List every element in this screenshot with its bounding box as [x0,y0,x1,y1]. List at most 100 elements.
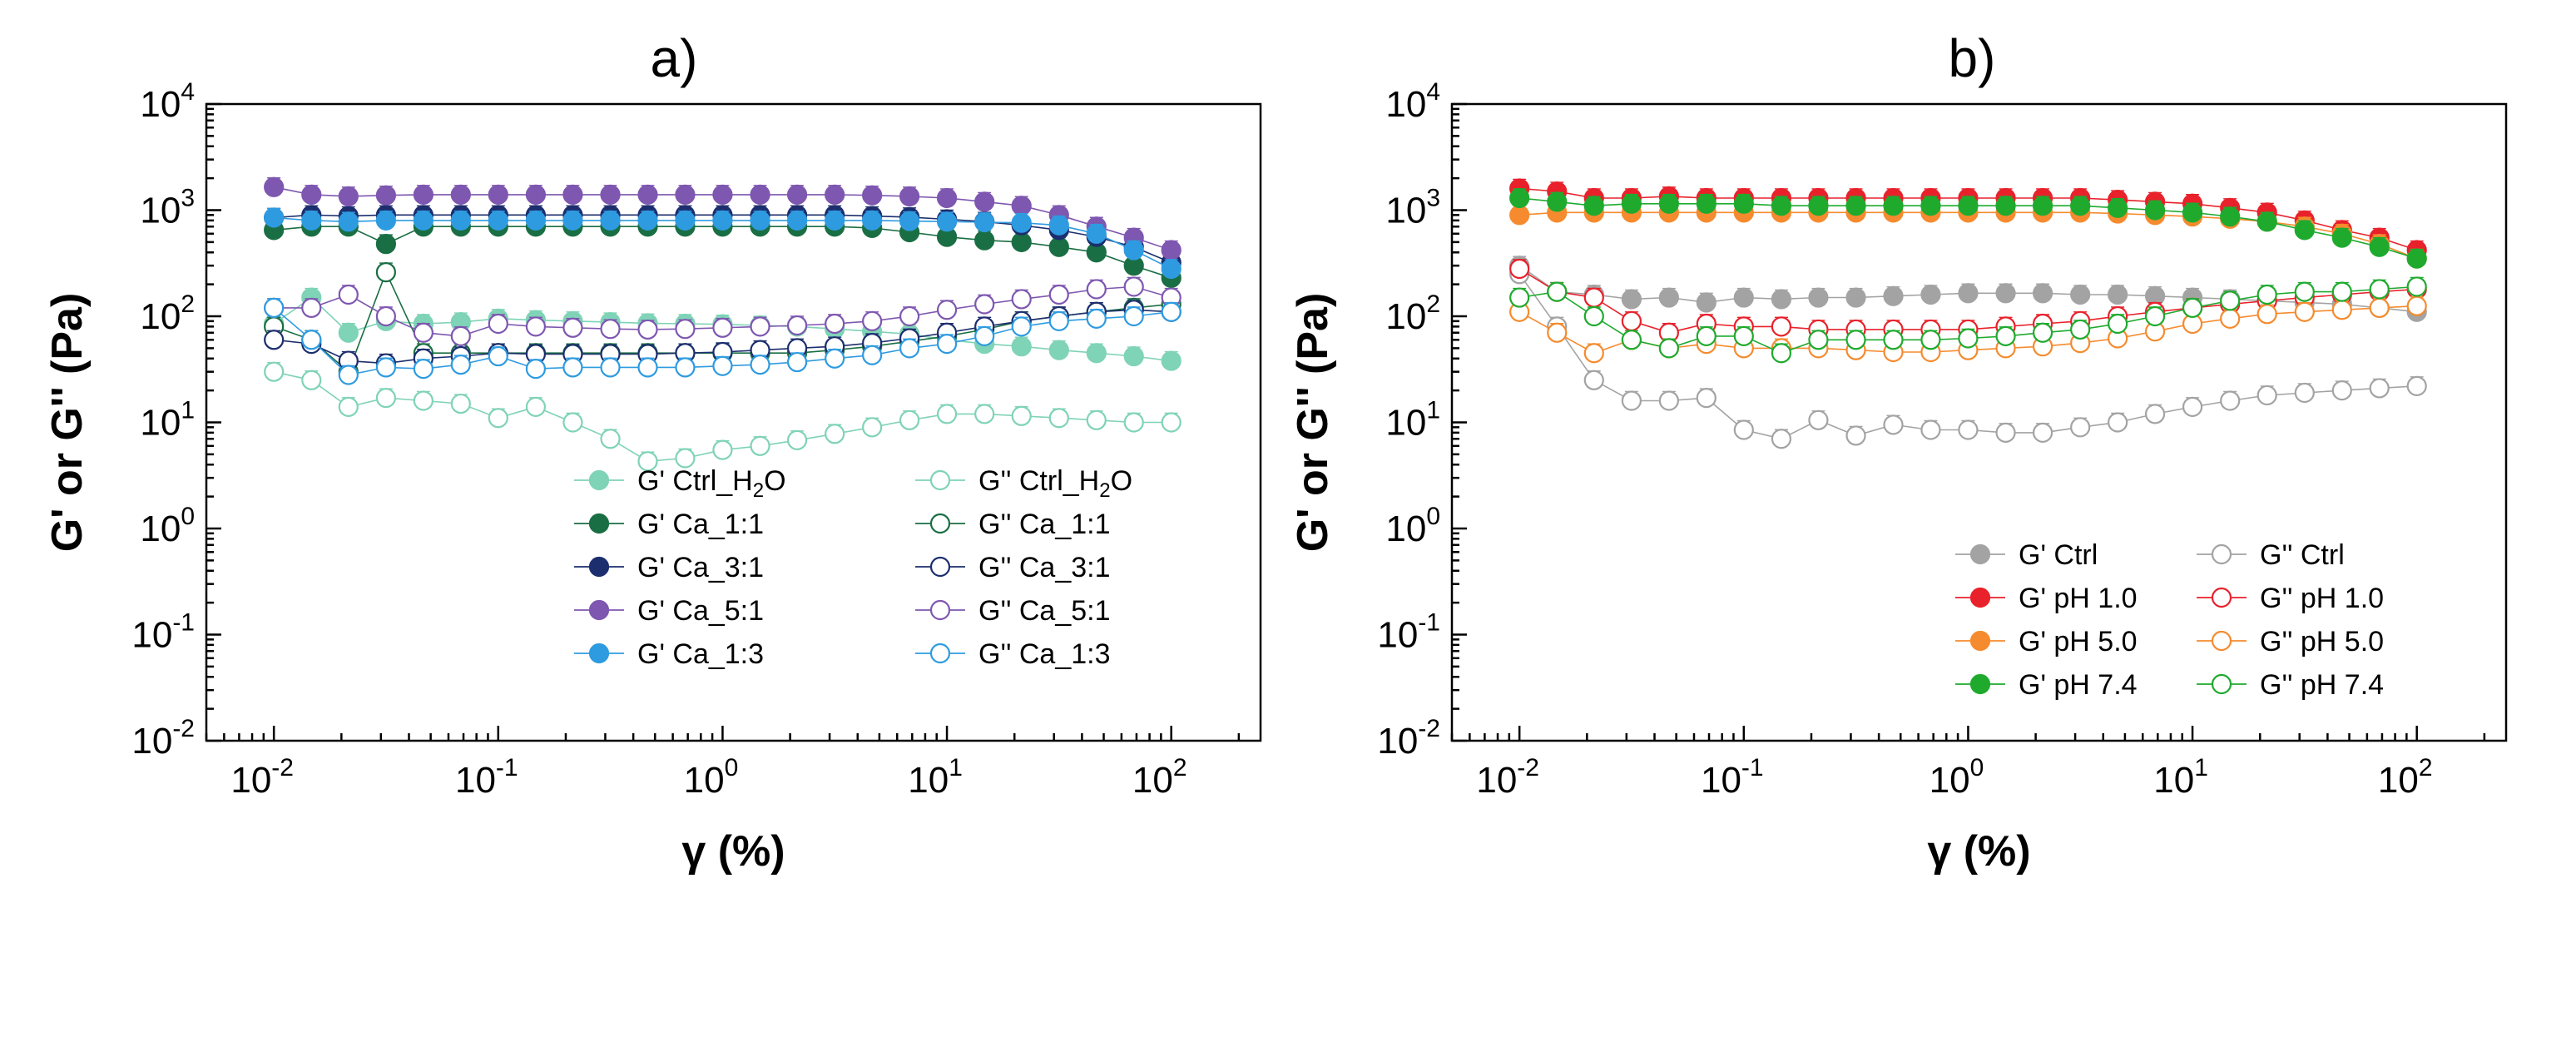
data-point [1771,343,1792,364]
y-tick-label: 103 [1385,185,1440,231]
legend-marker [1969,543,1991,565]
data-point [712,210,733,231]
data-point [264,297,285,319]
data-point [1658,193,1679,214]
data-point [1048,310,1069,331]
data-point [375,388,397,409]
data-point [2070,319,2091,340]
data-point [1011,336,1032,357]
data-point [2182,297,2203,319]
legend-marker [1969,673,1991,695]
legend-marker [588,513,610,534]
data-point [2256,304,2277,325]
data-point [1771,196,1792,216]
data-point [1048,340,1069,360]
data-point [712,355,733,376]
data-point [1123,305,1144,327]
x-tick-label: 10-2 [230,754,294,801]
data-point [1086,308,1107,329]
data-point [825,184,845,205]
legend-marker [929,556,951,578]
chart-panel-b: b) 10-2 10-1 100 101 102 103 104 10-2 10-1 100 101 1… [1289,28,2508,876]
legend-label: G'' Ca_1:3 [978,638,1111,670]
data-point [562,184,583,205]
legend-marker [1969,587,1991,608]
data-point [2220,206,2241,227]
series-g-ca-5-1 [264,176,1181,261]
data-point [1883,414,1904,435]
data-point [1547,281,1568,302]
data-point [2406,375,2427,396]
data-point [1995,196,2016,216]
data-point [2256,385,2277,406]
data-point [1509,258,1530,280]
legend-entry: G'' Ca_3:1 [915,552,1111,583]
data-point [1086,279,1107,300]
data-point [2331,300,2352,320]
data-point [1958,196,1979,216]
y-tick-label: 10-2 [131,715,195,762]
chart-panel-a: a) 10-2 10-1 100 101 102 103 104 10-2 10-1 100 101 1… [43,28,1262,876]
data-point [899,409,920,430]
legend-entry: G' pH 7.4 [1955,669,2138,701]
legend-entry: G'' Ca_5:1 [915,595,1111,627]
data-point [750,435,770,456]
data-point [1883,196,1904,216]
data-point [1048,284,1069,305]
data-point [862,185,883,206]
data-point [1845,330,1866,350]
data-point [936,300,958,320]
data-point [1845,287,1866,308]
data-point [1086,343,1107,364]
data-point [450,325,471,346]
data-point [974,191,995,212]
data-point [1048,236,1069,257]
legend-label: G'' Ca_5:1 [978,595,1111,627]
data-point [338,186,359,206]
data-point [1845,425,1866,446]
legend-marker [929,513,951,534]
data-point [264,176,285,197]
data-point [750,184,770,205]
data-point [2108,284,2128,305]
data-point [2369,297,2390,319]
data-point [1547,191,1568,212]
data-point [1583,343,1604,364]
data-point [1920,284,1941,305]
legend-label: G'' Ctrl_H2O [978,465,1132,502]
data-point [264,207,285,228]
y-tick-label: 10-2 [1377,715,1440,762]
data-point [450,184,471,205]
data-point [1621,193,1642,214]
legend-marker [2211,630,2232,652]
y-tick-label: 10-1 [1377,609,1440,656]
legend-marker [588,469,610,491]
legend-marker [588,643,610,664]
legend-label: G' Ca_5:1 [637,595,764,627]
legend-label: G' Ca_1:3 [637,638,764,670]
data-point [600,184,621,205]
legend-entry: G'' pH 7.4 [2197,669,2384,701]
data-point [2070,196,2091,216]
data-point [750,316,770,337]
data-point [2294,220,2315,241]
legend-marker [2211,587,2232,608]
data-point [2369,236,2390,257]
data-point [413,184,433,205]
data-point [338,284,359,305]
data-point [2294,301,2315,322]
x-tick-label: 102 [2378,754,2433,801]
data-point [1995,325,2016,346]
data-point [338,365,359,385]
y-axis-label: G' or G'' (Pa) [43,293,92,553]
data-point [1995,283,2016,304]
data-point [2144,404,2166,424]
data-point [1696,193,1717,214]
data-point [1621,330,1642,350]
data-point [974,230,995,251]
data-point [1583,196,1604,216]
data-point [1123,240,1144,261]
data-point [2294,281,2315,302]
data-point [1658,287,1679,308]
data-point [1583,287,1604,308]
